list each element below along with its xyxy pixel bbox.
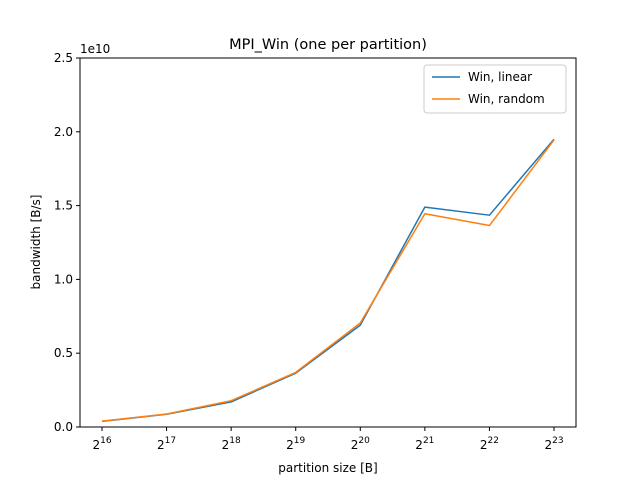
x-tick-label: 218 — [222, 436, 241, 452]
y-tick-label: 2.0 — [54, 125, 73, 139]
series-layer — [101, 138, 555, 423]
y-axis-label: bandwidth [B/s] — [29, 195, 43, 290]
plot-frame — [79, 57, 577, 428]
y-tick-label: 0.5 — [54, 346, 73, 360]
y-tick-label: 1.5 — [54, 199, 73, 213]
y-tick-label: 2.5 — [54, 51, 73, 65]
x-tick-label: 223 — [544, 436, 563, 452]
legend: Win, linear Win, random — [423, 64, 567, 114]
x-axis-ticks: 216 217 218 219 220 221 222 223 — [92, 427, 564, 452]
legend-label: Win, linear — [468, 70, 532, 84]
y-tick-label: 1.0 — [54, 272, 73, 286]
series-line — [101, 139, 555, 422]
y-offset-label: 1e10 — [80, 42, 110, 56]
y-axis-ticks: 0.0 0.5 1.0 1.5 2.0 2.5 — [54, 51, 80, 434]
x-tick-label: 219 — [286, 436, 305, 452]
x-tick-label: 222 — [480, 436, 499, 452]
x-axis-label: partition size [B] — [278, 461, 377, 475]
chart-title: MPI_Win (one per partition) — [229, 37, 427, 53]
x-tick-label: 217 — [157, 436, 176, 452]
x-tick-label: 221 — [415, 436, 434, 452]
legend-label: Win, random — [468, 92, 545, 106]
y-tick-label: 0.0 — [54, 420, 73, 434]
x-tick-label: 216 — [92, 436, 111, 452]
x-tick-label: 220 — [351, 436, 370, 452]
